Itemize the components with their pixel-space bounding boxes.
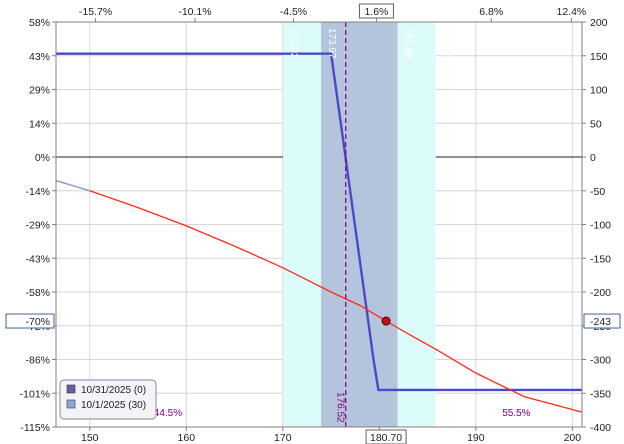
top-tick-label: 1.6% (364, 6, 388, 18)
breakeven-label: 176.52 (335, 392, 346, 423)
legend-entry: 10/31/2025 (0) (81, 385, 146, 396)
y-right-tick-label: -200 (590, 287, 611, 299)
y-right-tick-label: -150 (590, 253, 611, 265)
y-left-tick-label: -43% (25, 253, 50, 265)
y-right-tick-label: -300 (590, 355, 611, 367)
y-right-tick-label: 200 (590, 17, 608, 29)
series-1-tail (55, 179, 90, 192)
top-tick-label: -15.7% (79, 6, 112, 18)
x-tick-label: 150 (81, 432, 99, 444)
y-right-tick-label: -400 (590, 422, 611, 434)
y-right-tick-label: 50 (590, 118, 602, 130)
y-left-tick-label: -101% (20, 388, 50, 400)
series-0-line (56, 52, 582, 392)
band-label: 185.84 (441, 28, 452, 59)
top-tick-label: -10.1% (178, 6, 211, 18)
y-left-tick-label: -86% (25, 355, 50, 367)
band-label: 181.89 (403, 28, 414, 59)
top-tick-label: 6.8% (479, 6, 503, 18)
legend-swatch (66, 399, 76, 409)
y-left-tick-label: 58% (29, 17, 50, 29)
top-tick-label: 12.4% (556, 6, 586, 18)
y-right-tick-label: -50 (590, 186, 605, 198)
y-right-tick-label: -350 (590, 388, 611, 400)
y-left-tick-label: -115% (20, 422, 50, 434)
x-tick-label: 170 (274, 432, 292, 444)
right-current-box (583, 313, 621, 329)
probability-label: 55.5% (502, 408, 530, 419)
y-right-tick-label: 150 (590, 51, 608, 63)
x-tick-label: 190 (467, 432, 485, 444)
x-tick-label: 160 (178, 432, 196, 444)
left-current-box (5, 313, 55, 329)
left-current-label: -70% (25, 316, 50, 328)
y-left-tick-label: -58% (25, 287, 50, 299)
bottom-current-label: 180.70 (370, 432, 402, 444)
y-right-tick-label: 100 (590, 85, 608, 97)
y-left-tick-label: 43% (29, 51, 50, 63)
legend-box (59, 379, 157, 420)
current-price-marker (381, 316, 391, 326)
y-left-tick-label: -14% (25, 186, 50, 198)
y-left-tick-label: -29% (25, 220, 50, 232)
top-current-box (358, 3, 394, 19)
band-1 (321, 22, 398, 427)
y-left-tick-label: 14% (29, 118, 50, 130)
probability-label: 44.5% (154, 408, 182, 419)
band-label: 173.97 (326, 28, 337, 59)
legend-entry: 10/1/2025 (30) (81, 400, 146, 411)
top-tick-label: -4.5% (280, 6, 307, 18)
right-current-label: -243 (590, 316, 611, 328)
x-tick-label: 200 (564, 432, 582, 444)
y-right-tick-label: 0 (590, 152, 596, 164)
band-label: 170.02 (288, 28, 299, 59)
y-left-tick-label: 0% (35, 152, 50, 164)
legend: 10/31/2025 (0) 10/1/2025 (30) (59, 379, 157, 420)
legend-swatch (66, 384, 76, 394)
y-right-tick-label: -100 (590, 220, 611, 232)
bottom-current-box (365, 429, 407, 444)
y-left-tick-label: 29% (29, 85, 50, 97)
